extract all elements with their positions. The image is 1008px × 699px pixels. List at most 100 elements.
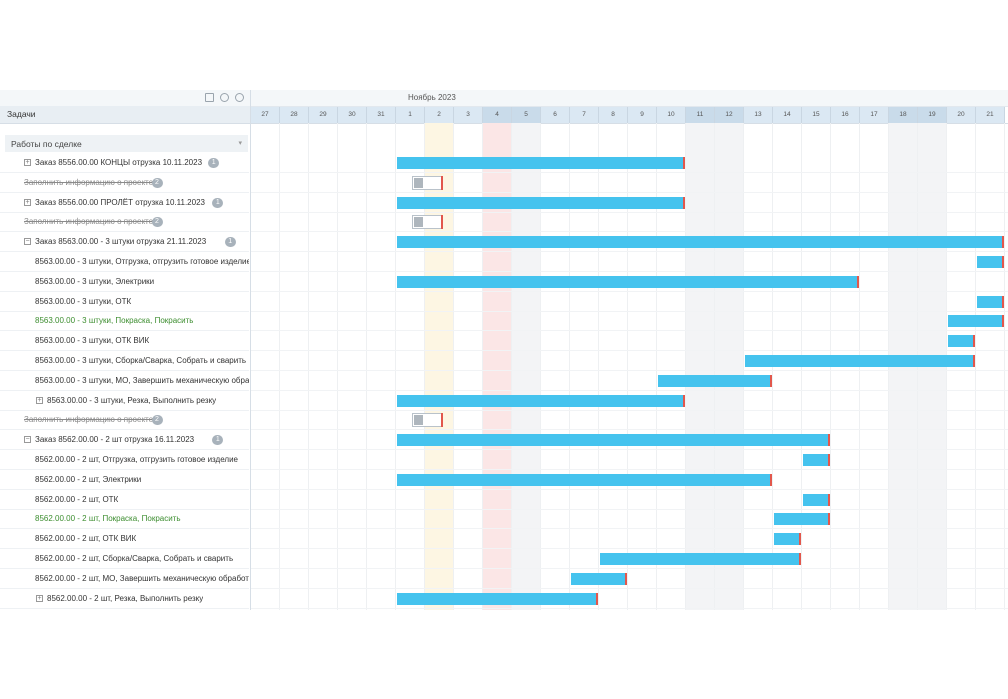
task-row[interactable]: 8563.00.00 - 3 штуки, МО, Завершить меха…: [0, 371, 249, 391]
zoom-in-icon[interactable]: [220, 93, 229, 102]
task-row[interactable]: +8562.00.00 - 2 шт, Резка, Выполнить рез…: [0, 589, 249, 609]
task-label: 8563.00.00 - 3 штуки, Отгрузка, отгрузит…: [35, 257, 249, 266]
task-label: 8562.00.00 - 2 шт, Покраска, Покрасить: [35, 514, 181, 524]
task-bar[interactable]: [397, 275, 859, 288]
collapse-icon[interactable]: −: [24, 238, 31, 246]
expand-icon[interactable]: +: [36, 594, 43, 602]
task-row[interactable]: 8562.00.00 - 2 шт, Отгрузка, отгрузить г…: [0, 450, 249, 470]
month-header: Ноябрь 2023: [251, 90, 1008, 107]
day-header-cell: 3: [454, 107, 483, 123]
day-header-cell: 17: [860, 107, 889, 123]
task-bar[interactable]: [977, 256, 1004, 268]
task-label: 8562.00.00 - 2 шт, Отгрузка, отгрузить г…: [35, 455, 238, 464]
expand-icon[interactable]: +: [24, 198, 31, 206]
task-label: Заполнить информацию о проекте: [24, 177, 154, 187]
task-label: 8563.00.00 - 3 штуки, МО, Завершить меха…: [35, 375, 249, 385]
day-header-cell: 30: [338, 107, 367, 123]
collapse-icon[interactable]: −: [24, 436, 31, 444]
timeline-row: [251, 272, 1008, 292]
task-bar[interactable]: [774, 513, 830, 526]
day-header-cell: 19: [918, 107, 947, 123]
zoom-out-icon[interactable]: [235, 93, 244, 102]
day-column: [454, 123, 483, 610]
count-badge: 1: [224, 237, 236, 248]
group-label: Работы по сделке: [11, 139, 82, 149]
timeline-panel: Ноябрь 2023 27 28 29 30 31 1 2 3 4 5 6 7 8 9 10 11 12 13 1…: [251, 90, 1008, 610]
count-badge: 2: [151, 177, 163, 188]
day-header: 27 28 29 30 31 1 2 3 4 5 6 7 8 9 10 11 12 13 14 15 16 17 18 19 2…: [251, 107, 1008, 124]
task-row[interactable]: 8562.00.00 - 2 шт, МО, Завершить механич…: [0, 569, 249, 589]
task-bar[interactable]: [600, 553, 801, 565]
task-bar[interactable]: [658, 374, 772, 387]
task-bar[interactable]: [803, 454, 830, 466]
timeline-row: [251, 410, 1008, 431]
task-bar[interactable]: [948, 315, 1004, 328]
expand-icon[interactable]: +: [24, 159, 31, 166]
print-icon[interactable]: [205, 93, 214, 102]
task-bar[interactable]: [774, 533, 801, 546]
day-header-cell: 7: [570, 107, 599, 123]
task-label: 8562.00.00 - 2 шт, ОТК ВИК: [35, 534, 137, 544]
task-row[interactable]: 8563.00.00 - 3 штуки, Отгрузка, отгрузит…: [0, 252, 249, 272]
timeline-row: [251, 153, 1008, 173]
task-bar[interactable]: [397, 394, 685, 407]
task-bar[interactable]: [397, 196, 685, 209]
task-row[interactable]: 8562.00.00 - 2 шт, ОТК: [0, 490, 249, 510]
task-row[interactable]: 8563.00.00 - 3 штуки, Сборка/Сварка, Соб…: [0, 351, 249, 371]
day-header-cell: 28: [280, 107, 309, 123]
day-column: [309, 123, 338, 610]
task-bar[interactable]: [397, 434, 830, 447]
task-panel: Задачи Работы по сделке ▾ + Заказ 8556.00…: [0, 90, 251, 610]
task-row[interactable]: 8562.00.00 - 2 шт, Покраска, Покрасить: [0, 509, 249, 530]
timeline-row: [251, 430, 1008, 451]
task-label: Заказ 8562.00.00 - 2 шт отрузка 16.11.20…: [35, 435, 195, 445]
task-row[interactable]: − Заказ 8562.00.00 - 2 шт отрузка 16.11.2…: [0, 430, 249, 451]
task-row[interactable]: 8562.00.00 - 2 шт, ОТК ВИК: [0, 529, 249, 550]
timeline-row: [251, 450, 1008, 470]
task-row[interactable]: 8563.00.00 - 3 штуки, Электрики: [0, 272, 249, 292]
task-label: 8562.00.00 - 2 шт, Сборка/Сварка, Собрат…: [35, 554, 234, 563]
task-bar[interactable]: [397, 236, 1004, 249]
timeline-row: [251, 173, 1008, 193]
chevron-down-icon[interactable]: ▾: [238, 140, 242, 147]
task-label: Заказ 8556.00.00 ПРОЛЁТ отрузка 10.11.20…: [35, 197, 205, 207]
group-row[interactable]: Работы по сделке ▾: [5, 135, 248, 152]
task-bar[interactable]: [977, 295, 1004, 308]
timeline-row: [251, 589, 1008, 609]
task-bar[interactable]: [803, 493, 830, 506]
day-header-cell: 12: [715, 107, 744, 123]
task-label: Заполнить информацию о проекте: [24, 217, 154, 227]
day-header-cell: 16: [831, 107, 860, 123]
task-bar[interactable]: [948, 335, 975, 348]
task-row[interactable]: Заполнить информацию о проекте 2: [0, 212, 249, 233]
day-header-cell: 20: [947, 107, 976, 123]
task-row[interactable]: Заполнить информацию о проекте 2: [0, 173, 249, 193]
day-header-cell: 18: [889, 107, 918, 123]
task-row[interactable]: Заполнить информацию о проекте 2: [0, 410, 249, 431]
task-row[interactable]: + Заказ 8556.00.00 ПРОЛЁТ отрузка 10.11.2…: [0, 193, 249, 213]
timeline-row: [251, 252, 1008, 272]
task-row[interactable]: 8563.00.00 - 3 штуки, Покраска, Покрасит…: [0, 311, 249, 332]
count-badge: 2: [151, 415, 163, 426]
task-row[interactable]: 8563.00.00 - 3 штуки, ОТК ВИК: [0, 331, 249, 352]
task-bar[interactable]: [745, 355, 975, 367]
timeline-row: [251, 331, 1008, 352]
day-header-cell: 29: [309, 107, 338, 123]
task-bar[interactable]: [397, 473, 772, 486]
task-column-title: Задачи: [7, 109, 36, 119]
timeline-row: [251, 490, 1008, 510]
task-bar[interactable]: [397, 157, 685, 169]
day-column: [541, 123, 570, 610]
task-row[interactable]: 8562.00.00 - 2 шт, Электрики: [0, 470, 249, 490]
task-bar[interactable]: [571, 572, 627, 585]
task-row[interactable]: − Заказ 8563.00.00 - 3 штуки отрузка 21.1…: [0, 232, 249, 253]
task-row[interactable]: + Заказ 8556.00.00 КОНЦЫ отрузка 10.11.20…: [0, 153, 249, 173]
task-row[interactable]: 8563.00.00 - 3 штуки, ОТК: [0, 292, 249, 312]
day-header-cell: 2: [425, 107, 454, 123]
task-row[interactable]: 8562.00.00 - 2 шт, Сборка/Сварка, Собрат…: [0, 549, 249, 569]
task-label: Заказ 8563.00.00 - 3 штуки отрузка 21.11…: [35, 237, 207, 247]
task-row[interactable]: +8563.00.00 - 3 штуки, Резка, Выполнить …: [0, 391, 249, 411]
expand-icon[interactable]: +: [36, 396, 43, 404]
timeline-row: [251, 509, 1008, 530]
task-bar[interactable]: [397, 592, 598, 605]
